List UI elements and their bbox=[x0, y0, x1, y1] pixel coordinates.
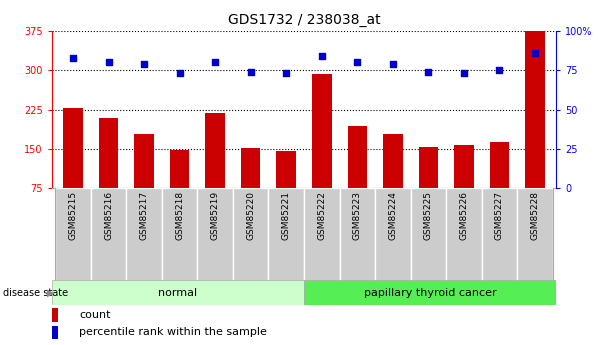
Bar bbox=[454, 145, 474, 188]
Bar bbox=[55, 188, 91, 281]
Bar bbox=[170, 150, 189, 188]
Bar bbox=[91, 188, 126, 281]
Bar bbox=[304, 280, 556, 305]
Bar bbox=[52, 280, 304, 305]
Point bbox=[388, 61, 398, 67]
Point bbox=[353, 60, 362, 65]
Bar bbox=[52, 326, 58, 339]
Text: ▶: ▶ bbox=[47, 288, 54, 298]
Text: GSM85222: GSM85222 bbox=[317, 191, 326, 240]
Title: GDS1732 / 238038_at: GDS1732 / 238038_at bbox=[227, 13, 381, 27]
Text: GSM85219: GSM85219 bbox=[210, 191, 219, 240]
Bar bbox=[233, 188, 269, 281]
Point bbox=[174, 71, 184, 76]
Bar bbox=[446, 188, 482, 281]
Text: GSM85227: GSM85227 bbox=[495, 191, 504, 240]
Point bbox=[530, 50, 540, 56]
Bar bbox=[304, 188, 339, 281]
Bar bbox=[312, 74, 331, 188]
Bar bbox=[241, 148, 260, 188]
Point bbox=[494, 68, 504, 73]
Point bbox=[68, 55, 78, 60]
Text: GSM85216: GSM85216 bbox=[104, 191, 113, 240]
Point bbox=[139, 61, 149, 67]
Bar bbox=[517, 188, 553, 281]
Bar bbox=[482, 188, 517, 281]
Text: GSM85215: GSM85215 bbox=[69, 191, 77, 240]
Point bbox=[282, 71, 291, 76]
Text: GSM85220: GSM85220 bbox=[246, 191, 255, 240]
Bar bbox=[383, 134, 402, 188]
Point bbox=[317, 53, 326, 59]
Text: GSM85228: GSM85228 bbox=[531, 191, 539, 240]
Text: GSM85221: GSM85221 bbox=[282, 191, 291, 240]
Bar bbox=[134, 134, 154, 188]
Text: GSM85218: GSM85218 bbox=[175, 191, 184, 240]
Point bbox=[459, 71, 469, 76]
Bar bbox=[375, 188, 410, 281]
Bar bbox=[206, 113, 225, 188]
Text: GSM85226: GSM85226 bbox=[460, 191, 468, 240]
Bar bbox=[419, 147, 438, 188]
Text: count: count bbox=[80, 310, 111, 320]
Bar bbox=[126, 188, 162, 281]
Text: GSM85223: GSM85223 bbox=[353, 191, 362, 240]
Bar bbox=[348, 126, 367, 188]
Text: GSM85217: GSM85217 bbox=[140, 191, 148, 240]
Point bbox=[104, 60, 114, 65]
Bar bbox=[339, 188, 375, 281]
Bar bbox=[269, 188, 304, 281]
Point bbox=[210, 60, 220, 65]
Bar bbox=[98, 118, 119, 188]
Bar bbox=[410, 188, 446, 281]
Text: percentile rank within the sample: percentile rank within the sample bbox=[80, 327, 268, 337]
Bar bbox=[198, 188, 233, 281]
Point bbox=[246, 69, 255, 75]
Text: normal: normal bbox=[158, 288, 198, 298]
Text: GSM85224: GSM85224 bbox=[389, 191, 398, 240]
Text: GSM85225: GSM85225 bbox=[424, 191, 433, 240]
Text: disease state: disease state bbox=[3, 288, 68, 298]
Point bbox=[424, 69, 434, 75]
Bar bbox=[63, 108, 83, 188]
Bar bbox=[277, 151, 296, 188]
Bar bbox=[489, 142, 510, 188]
Bar bbox=[52, 308, 58, 322]
Bar bbox=[525, 31, 545, 188]
Bar bbox=[162, 188, 198, 281]
Text: papillary thyroid cancer: papillary thyroid cancer bbox=[364, 288, 497, 298]
